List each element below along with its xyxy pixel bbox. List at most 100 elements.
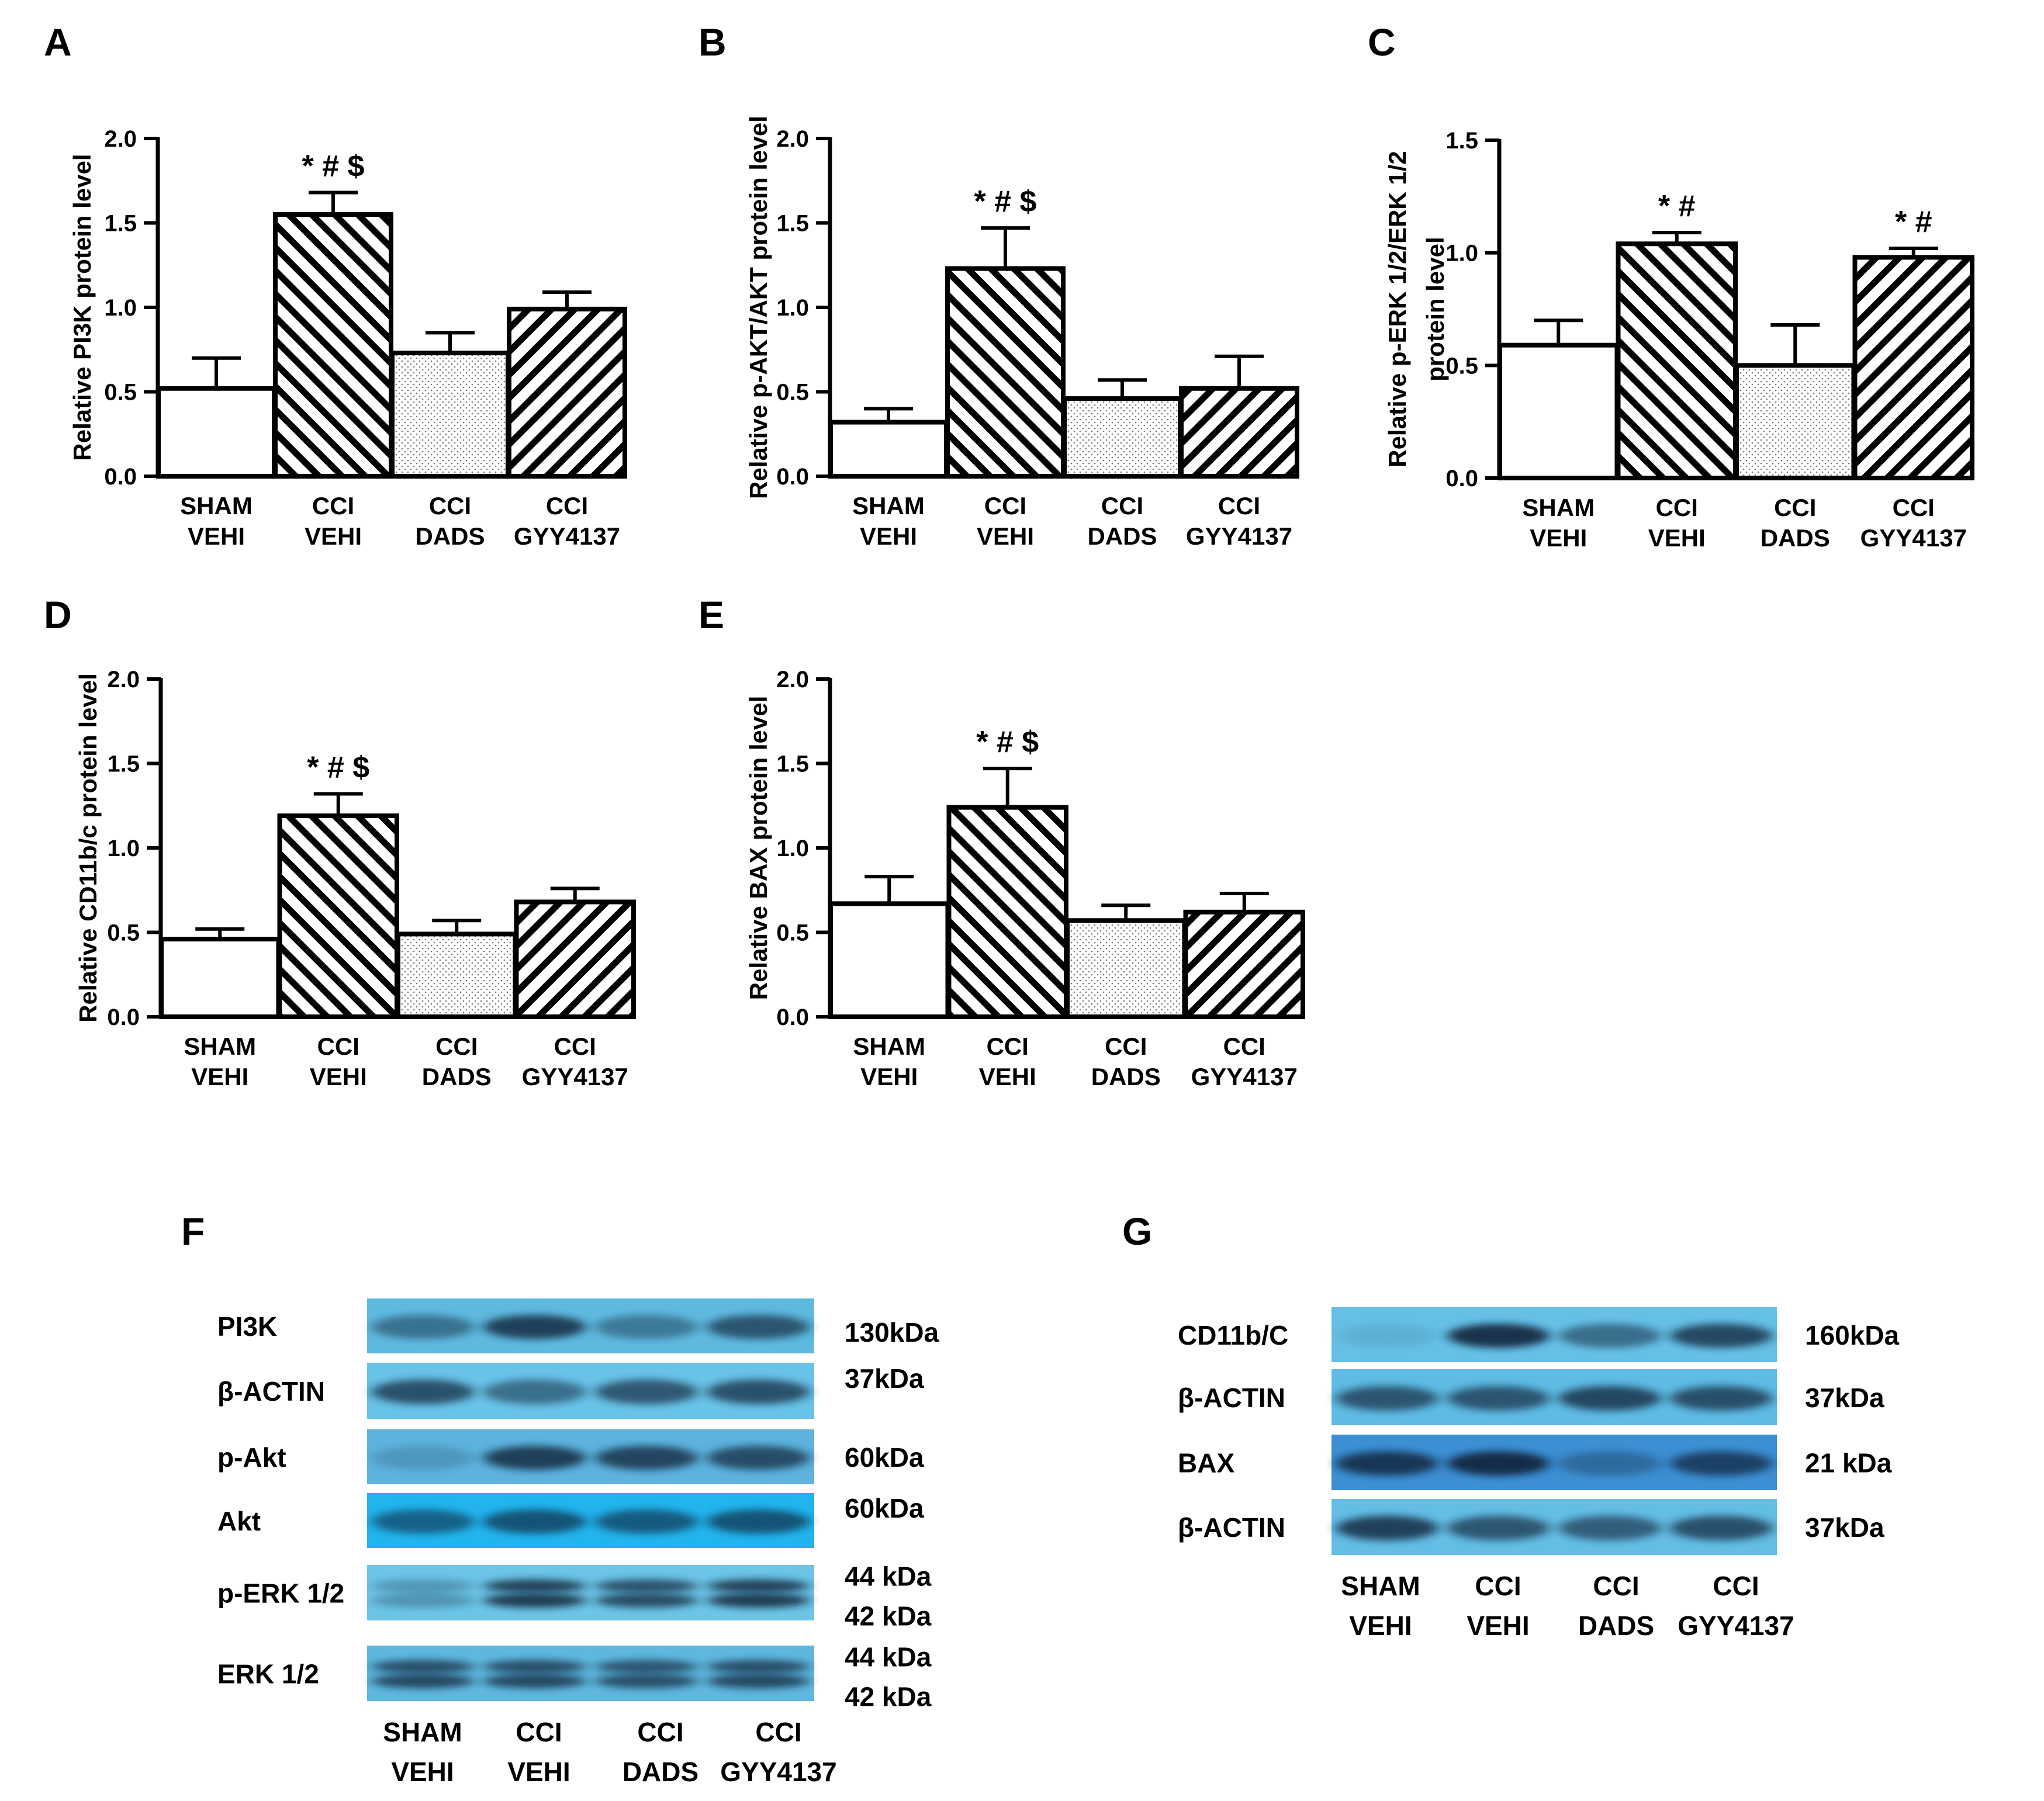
blot-row: p-Akt 60kDa (217, 1429, 924, 1484)
blot-band (483, 1509, 586, 1534)
blot-row-label: p-ERK 1/2 (217, 1578, 344, 1609)
x-tick-label: SHAM (180, 492, 253, 519)
x-tick-label: DADS (1091, 1063, 1161, 1090)
x-tick-label: GYY4137 (1860, 524, 1967, 552)
blot-panel-g: G CD11b/C 160kDa β-ACTIN 37kDa BAX 21 kDa β-ACT… (1122, 1210, 1900, 1641)
panel-label: A (44, 20, 72, 64)
lane-label: DADS (1578, 1610, 1654, 1641)
y-tick-label: 0.5 (1445, 353, 1478, 379)
x-tick-label: VEHI (1648, 524, 1706, 552)
bar (828, 420, 949, 479)
blot-band (595, 1315, 698, 1339)
bar (159, 937, 281, 1020)
x-tick-label: DADS (415, 522, 485, 550)
kda-label: 60kDa (845, 1442, 924, 1473)
lane-label: CCI (1593, 1571, 1639, 1601)
x-tick-label: VEHI (977, 522, 1034, 550)
x-tick-label: CCI (435, 1033, 478, 1060)
blot-band (595, 1379, 698, 1405)
bar (277, 813, 399, 1019)
bar (396, 931, 518, 1020)
lane-label: VEHI (391, 1757, 454, 1787)
kda-label: 21 kDa (1805, 1448, 1892, 1478)
significance-annotation: * # $ (974, 185, 1037, 219)
x-tick-label: CCI (1105, 1033, 1147, 1060)
kda-label: 130kDa (845, 1317, 939, 1348)
blot-row: β-ACTIN 37kDa (1178, 1499, 1884, 1555)
blot-band (1558, 1386, 1661, 1411)
bar (1497, 342, 1620, 480)
y-tick-label: 0.0 (776, 1005, 809, 1030)
x-tick-label: CCI (546, 492, 588, 519)
bar (514, 899, 636, 1019)
y-tick-label: 1.0 (107, 836, 140, 861)
x-tick-label: SHAM (852, 492, 925, 519)
kda-label: 42 kDa (845, 1682, 932, 1712)
blot-band (595, 1660, 698, 1674)
kda-label: 42 kDa (845, 1601, 932, 1632)
chart-panel-c: C 0.0 0.5 1.0 1.5 Relative p-ERK 1/2/ERK 1/2 p… (1368, 20, 1974, 552)
x-tick-label: CCI (1101, 492, 1143, 519)
blot-band (483, 1315, 586, 1339)
blot-band (1447, 1386, 1550, 1411)
lane-label: CCI (1713, 1571, 1759, 1601)
lane-label: CCI (516, 1717, 562, 1747)
blot-band (707, 1660, 810, 1674)
blot-band (707, 1593, 810, 1608)
bar (156, 386, 276, 479)
blot-row: Akt 60kDa (217, 1493, 924, 1548)
blot-row-label: CD11b/C (1178, 1320, 1288, 1350)
blot-band (1670, 1386, 1773, 1411)
y-tick-label: 0.0 (1445, 466, 1478, 491)
significance-annotation: * # (1895, 205, 1932, 239)
kda-label: 44 kDa (845, 1561, 932, 1592)
y-axis-label: Relative BAX protein level (745, 696, 772, 1000)
x-tick-label: GYY4137 (514, 522, 620, 550)
x-tick-label: CCI (312, 492, 354, 519)
panel-label: F (181, 1210, 205, 1253)
y-tick-label: 2.0 (776, 126, 809, 152)
blot-band (1558, 1324, 1661, 1348)
blot-band (707, 1315, 810, 1339)
y-axis-label: Relative p-ERK 1/2/ERK 1/2 (1384, 151, 1411, 467)
lane-label: CCI (755, 1717, 801, 1747)
blot-band (483, 1593, 586, 1608)
bar (1065, 918, 1187, 1020)
y-tick-label: 0.0 (776, 464, 809, 490)
bar (828, 901, 950, 1019)
x-tick-label: VEHI (188, 522, 245, 550)
x-tick-label: CCI (984, 492, 1026, 519)
blot-row-label: β-ACTIN (1178, 1383, 1285, 1413)
blot-band (1447, 1451, 1550, 1476)
y-tick-label: 2.0 (776, 667, 809, 692)
x-tick-label: SHAM (1522, 494, 1595, 521)
blot-row-label: ERK 1/2 (217, 1659, 319, 1689)
kda-label: 160kDa (1805, 1320, 1900, 1350)
x-tick-label: VEHI (860, 522, 917, 550)
bar (946, 805, 1068, 1019)
significance-annotation: * # $ (302, 149, 365, 183)
bar (1183, 909, 1305, 1019)
y-tick-label: 1.5 (1445, 128, 1478, 154)
x-tick-label: VEHI (191, 1063, 248, 1090)
x-tick-label: VEHI (310, 1063, 367, 1090)
blot-row-label: β-ACTIN (1178, 1512, 1285, 1543)
x-tick-label: DADS (422, 1063, 492, 1090)
panel-label: E (698, 593, 724, 636)
blot-band (1336, 1386, 1438, 1411)
blot-band (707, 1379, 810, 1405)
lane-label: SHAM (1341, 1571, 1420, 1601)
kda-label: 37kDa (845, 1363, 924, 1394)
blot-band (371, 1379, 475, 1405)
significance-annotation: * # $ (976, 725, 1039, 759)
blot-strip (367, 1565, 814, 1620)
blot-band (483, 1674, 586, 1689)
x-tick-label: VEHI (860, 1063, 918, 1090)
blot-band (1558, 1451, 1661, 1476)
bar (1062, 396, 1182, 479)
significance-annotation: * # $ (307, 751, 369, 785)
chart-panel-a: A 0.0 0.5 1.0 1.5 2.0 Relative PI3K protein le… (44, 20, 627, 550)
y-tick-label: 2.0 (107, 667, 140, 692)
